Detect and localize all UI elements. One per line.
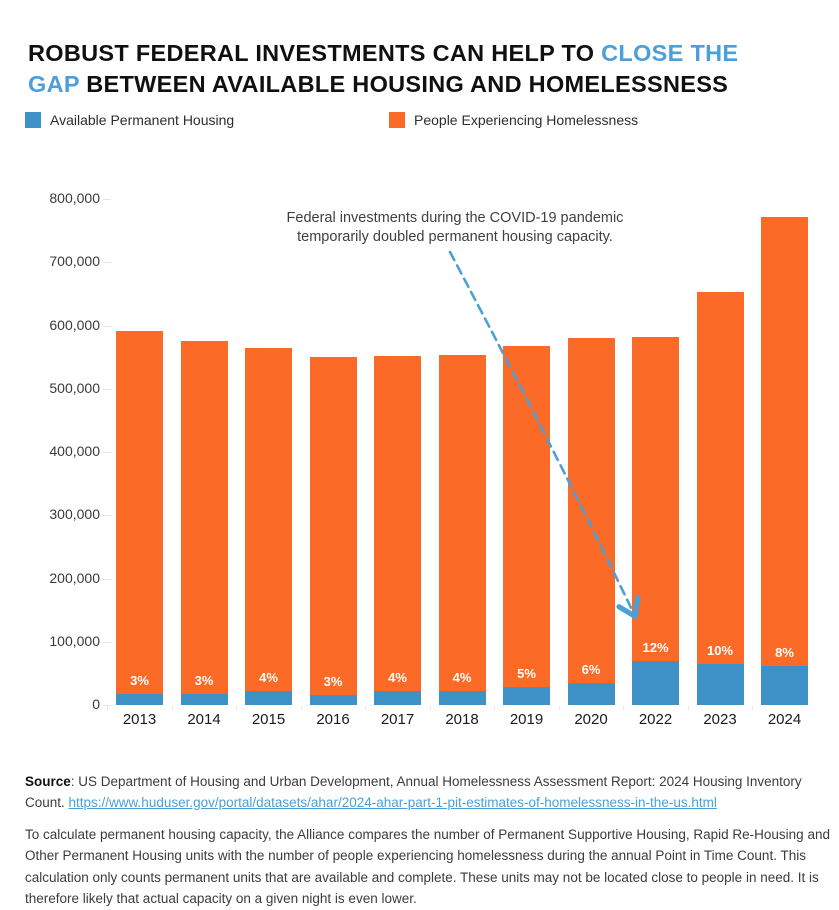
annotation-line-1: Federal investments during the COVID-19 … (286, 210, 624, 226)
y-axis-tick-label: 0 (92, 696, 100, 712)
x-axis-label-2014: 2014 (187, 711, 221, 728)
y-axis-tick-label: 600,000 (49, 316, 100, 333)
title-highlight-2: GAP (28, 70, 80, 97)
legend-item-available-housing: Available Permanent Housing (25, 112, 234, 128)
legend-label: People Experiencing Homelessness (414, 112, 639, 128)
bar-2013-housing-segment (116, 693, 163, 705)
bar-2013-percent-label: 3% (130, 672, 149, 688)
legend-label: Available Permanent Housing (50, 112, 235, 128)
bar-2020-housing-segment (567, 682, 615, 705)
x-axis-tick-mark (300, 706, 302, 710)
y-axis-tick-label: 800,000 (49, 190, 100, 206)
x-axis-tick-mark (236, 706, 238, 710)
bar-2020-percent-label: 6% (581, 661, 601, 677)
bar-2023: 10% (696, 291, 744, 705)
y-axis-tick-mark (103, 325, 111, 327)
x-axis-label-2024: 2024 (767, 711, 802, 728)
bar-2014-percent-label: 3% (194, 673, 214, 689)
bar-2024-percent-label: 8% (775, 644, 794, 660)
x-axis-label-2016: 2016 (316, 711, 350, 728)
y-axis-tick-label: 500,000 (49, 379, 100, 396)
y-axis-tick-mark (103, 199, 111, 200)
title-text-1: ROBUST FEDERAL INVESTMENTS CAN HELP TO (28, 39, 602, 66)
source-text: : US Department of Housing and Urban Dev… (25, 773, 802, 810)
x-axis-tick-mark (107, 706, 109, 710)
bar-2015-percent-label: 4% (259, 669, 278, 685)
bar-2014-housing-segment (180, 694, 228, 705)
x-axis-label-2020: 2020 (574, 711, 608, 728)
title-highlight-1: CLOSE THE (601, 39, 739, 66)
x-axis-tick-mark (365, 706, 367, 710)
bar-2023-percent-label: 10% (706, 642, 734, 658)
bar-2017-percent-label: 4% (388, 670, 407, 686)
y-axis-tick-mark (103, 388, 111, 390)
bar-2022: 12% (632, 336, 679, 705)
y-axis-tick-label: 700,000 (49, 253, 100, 270)
source-note: Source: US Department of Housing and Urb… (25, 771, 833, 813)
x-axis-label-2022: 2022 (638, 711, 673, 728)
y-axis-tick-mark (103, 262, 111, 264)
bar-2022-percent-label: 12% (642, 639, 669, 655)
x-axis-label-2019: 2019 (509, 711, 544, 728)
x-axis-tick-mark (558, 706, 560, 710)
y-axis-tick-mark (103, 578, 111, 580)
legend-swatch-orange (389, 112, 405, 128)
annotation-line-2: temporarily doubled permanent housing ca… (297, 229, 613, 245)
title-text-2: BETWEEN AVAILABLE HOUSING AND HOMELESSNE… (79, 70, 729, 97)
x-axis-label-2015: 2015 (251, 711, 286, 728)
x-axis-label-2018: 2018 (445, 711, 479, 728)
bar-2017: 4% (374, 356, 421, 705)
bar-2018-percent-label: 4% (452, 670, 472, 686)
legend-swatch-blue (25, 112, 41, 128)
x-axis-tick-mark (752, 706, 754, 710)
x-axis-tick-mark (429, 706, 431, 710)
source-link[interactable]: https://www.huduser.gov/portal/datasets/… (68, 794, 717, 810)
bar-2022-housing-segment (632, 660, 679, 705)
bar-2017-housing-segment (374, 691, 421, 705)
x-axis-tick-mark (171, 706, 173, 710)
bar-2018-housing-segment (438, 691, 486, 705)
bar-2019-percent-label: 5% (517, 666, 536, 682)
y-axis-tick-mark (103, 705, 111, 706)
x-axis-label-2013: 2013 (122, 711, 157, 728)
bar-2015-housing-segment (245, 690, 292, 705)
x-axis-tick-mark (687, 706, 689, 710)
bar-2020: 6% (567, 338, 615, 705)
y-axis-tick-mark (103, 641, 111, 643)
bar-2024: 8% (761, 217, 808, 705)
x-axis-tick-mark (494, 706, 496, 710)
legend-item-homelessness: People Experiencing Homelessness (389, 112, 638, 128)
y-axis-tick-mark (103, 452, 111, 453)
y-axis-tick-label: 100,000 (49, 632, 100, 649)
x-axis-label-2023: 2023 (703, 711, 737, 728)
bar-2019-housing-segment (503, 687, 550, 705)
x-axis-tick-mark (623, 706, 625, 710)
bar-2018: 4% (438, 355, 486, 705)
bar-2019: 5% (503, 345, 550, 705)
bar-2016-housing-segment (309, 694, 357, 705)
methodology-note: To calculate permanent housing capacity,… (25, 826, 830, 907)
bar-2013: 3% (116, 331, 163, 705)
chart-annotation: Federal investments during the COVID-19 … (235, 209, 675, 247)
bar-2023-housing-segment (696, 663, 744, 705)
page-title: ROBUST FEDERAL INVESTMENTS CAN HELP TO C… (28, 38, 828, 100)
x-axis-label-2017: 2017 (380, 711, 415, 728)
bar-2016-percent-label: 3% (323, 673, 343, 689)
y-axis-tick-mark (103, 515, 111, 517)
bar-2015: 4% (245, 347, 292, 705)
bar-2024-housing-segment (761, 665, 808, 705)
y-axis-tick-label: 300,000 (49, 506, 100, 523)
bar-2016: 3% (309, 357, 357, 705)
source-label: Source (25, 773, 71, 789)
y-axis-tick-label: 400,000 (49, 443, 100, 459)
bar-2014: 3% (180, 340, 228, 705)
y-axis-tick-label: 200,000 (49, 569, 100, 586)
